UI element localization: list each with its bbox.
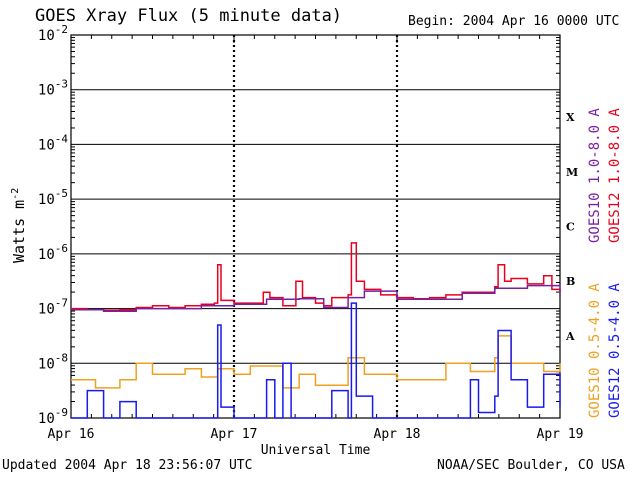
y-tick-label: 10-7 xyxy=(38,297,68,318)
x-axis-label: Universal Time xyxy=(261,443,371,458)
y-tick-label: 10-9 xyxy=(38,406,68,427)
y-tick-label: 10-6 xyxy=(38,242,68,263)
legend-label-1: GOES12 1.0-8.0 A xyxy=(607,108,623,243)
flare-class-B: B xyxy=(566,275,575,288)
updated-time: Updated 2004 Apr 18 23:56:07 UTC xyxy=(2,458,253,473)
x-tick-label: Apr 17 xyxy=(211,427,258,442)
series-line-goes12-1-0-8-0-a xyxy=(71,242,561,311)
flare-class-M: M xyxy=(566,166,578,179)
chart-title: GOES Xray Flux (5 minute data) xyxy=(35,6,343,26)
series-line-goes10-1-0-8-0-a xyxy=(71,284,561,313)
y-tick-label: 10-5 xyxy=(38,187,68,208)
series-line-goes10-0-5-4-0-a xyxy=(71,335,561,389)
plot-frame xyxy=(70,34,561,419)
flare-class-C: C xyxy=(566,221,575,234)
y-axis-label-text: Watts m xyxy=(10,199,28,263)
x-tick-label: Apr 16 xyxy=(48,427,95,442)
flare-class-X: X xyxy=(566,111,575,124)
y-axis-label-sup: -2 xyxy=(10,187,21,200)
x-tick-label: Apr 19 xyxy=(537,427,584,442)
y-tick-label: 10-2 xyxy=(38,23,68,44)
flare-class-A: A xyxy=(565,330,575,343)
series-line-goes12-0-5-4-0-a xyxy=(71,302,561,419)
y-tick-label: 10-4 xyxy=(38,132,68,153)
y-tick-label: 10-3 xyxy=(38,78,68,99)
legend-label-0: GOES10 1.0-8.0 A xyxy=(587,108,603,243)
legend-label-2: GOES10 0.5-4.0 A xyxy=(587,283,603,418)
begin-time: Begin: 2004 Apr 16 0000 UTC xyxy=(408,14,620,29)
legend-label-3: GOES12 0.5-4.0 A xyxy=(607,283,623,418)
x-tick-label: Apr 18 xyxy=(374,427,421,442)
y-axis-label: Watts m-2 xyxy=(10,188,28,263)
credit: NOAA/SEC Boulder, CO USA xyxy=(437,458,625,473)
y-tick-label: 10-8 xyxy=(38,351,68,372)
